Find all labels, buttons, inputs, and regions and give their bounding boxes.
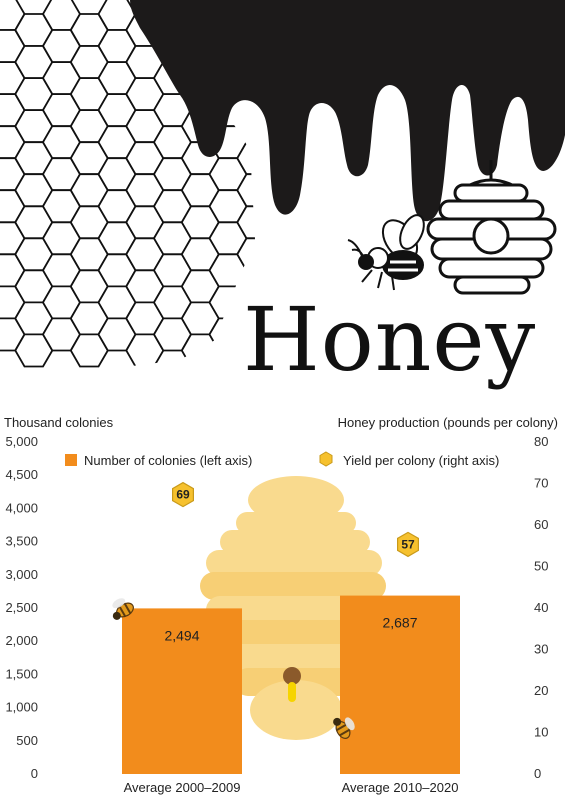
y2-tick-label: 70 <box>534 476 548 491</box>
honeycomb-cell <box>265 254 302 286</box>
y2-axis-title: Honey production (pounds per colony) <box>338 415 558 430</box>
bar-label-colonies-0: 2,494 <box>164 627 199 643</box>
honeycomb-cell <box>293 238 330 270</box>
honey-drip <box>130 0 565 222</box>
y-tick-label: 3,500 <box>5 534 38 549</box>
honeycomb-cell <box>208 285 248 320</box>
yield-marker-0 <box>172 481 194 508</box>
yield-marker-1 <box>397 531 419 558</box>
bar-colonies-1 <box>340 595 460 774</box>
honeycomb-cell <box>265 222 302 254</box>
honeycomb-cell <box>236 205 255 240</box>
honeycomb-cell <box>293 206 330 238</box>
y2-axis-ticks: 0 10 20 30 40 50 60 70 80 <box>534 434 548 781</box>
yield-label-0: 69 <box>176 488 190 502</box>
y-tick-label: 2,500 <box>5 600 38 615</box>
x-category-label-1: Average 2010–2020 <box>342 780 459 795</box>
honey-illustration: Honey <box>0 0 565 391</box>
x-axis-categories: Average 2000–2009 Average 2010–2020 <box>124 780 459 795</box>
y2-tick-label: 50 <box>534 559 548 574</box>
y-tick-label: 1,500 <box>5 666 38 681</box>
y-tick-label: 3,000 <box>5 567 38 582</box>
x-category-label-0: Average 2000–2009 <box>124 780 241 795</box>
honeycomb-cell <box>208 317 248 352</box>
y-tick-label: 5,000 <box>5 434 38 449</box>
beehive-drawing <box>426 160 557 295</box>
y2-tick-label: 40 <box>534 600 548 615</box>
y2-tick-label: 10 <box>534 725 548 740</box>
y-tick-label: 4,000 <box>5 500 38 515</box>
legend-label-yield: Yield per colony (right axis) <box>343 453 499 468</box>
bar-label-colonies-1: 2,687 <box>382 615 417 631</box>
y-tick-label: 2,000 <box>5 633 38 648</box>
y2-tick-label: 80 <box>534 434 548 449</box>
honeycomb-cell <box>236 237 255 272</box>
honey-chart: Thousand colonies Honey production (poun… <box>4 415 558 795</box>
yield-label-1: 57 <box>401 537 415 551</box>
y-tick-label: 1,000 <box>5 700 38 715</box>
y2-tick-label: 30 <box>534 642 548 657</box>
y-tick-label: 4,500 <box>5 467 38 482</box>
y2-tick-label: 60 <box>534 517 548 532</box>
bee-icon-right <box>333 717 355 739</box>
y-tick-label: 500 <box>16 733 38 748</box>
bee-drawing <box>347 214 425 291</box>
marker-series-yield: 69 57 <box>172 481 419 558</box>
y-tick-label: 0 <box>31 766 38 781</box>
honeycomb-cell <box>236 141 255 176</box>
legend-swatch-yield <box>319 451 333 467</box>
y2-tick-label: 20 <box>534 683 548 698</box>
beehive-background <box>200 476 386 740</box>
bar-series-colonies: 2,494 2,687 <box>122 595 460 774</box>
art-title: Honey <box>243 288 536 391</box>
bar-colonies-0 <box>122 608 242 774</box>
legend-swatch-colonies <box>65 454 77 466</box>
y2-tick-label: 0 <box>534 766 541 781</box>
bee-icon-left <box>112 598 134 620</box>
y-axis-ticks: 0 500 1,000 1,500 2,000 2,500 3,000 3,500 4,000 4… <box>5 434 38 781</box>
honeycomb-cell <box>236 173 255 208</box>
legend-label-colonies: Number of colonies (left axis) <box>84 453 252 468</box>
y-axis-title: Thousand colonies <box>4 415 114 430</box>
chart-legend: Number of colonies (left axis) Yield per… <box>65 451 499 468</box>
